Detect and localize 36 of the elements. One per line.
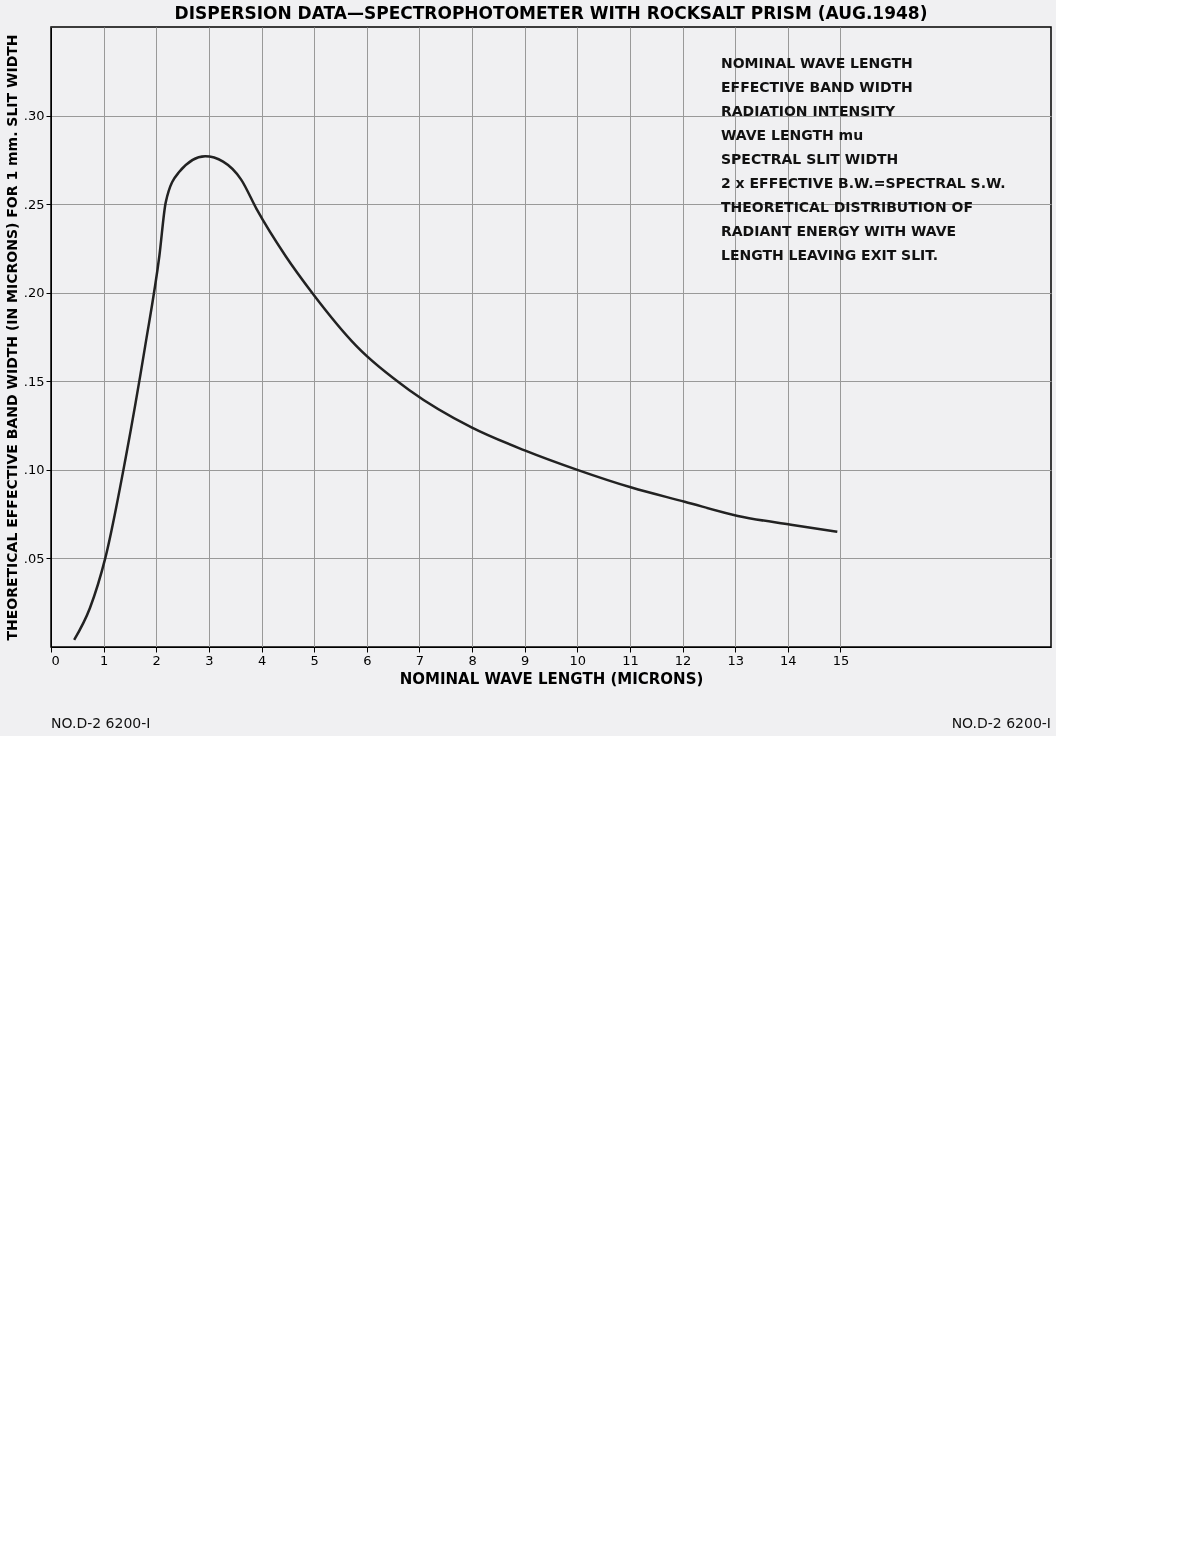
x-tick-label: 15	[832, 652, 850, 668]
x-tick-label: 12	[674, 652, 692, 668]
text: NO.D-2 6200-I	[51, 715, 151, 731]
x-axis-title: NOMINAL WAVE LENGTH (MICRONS)	[399, 669, 704, 688]
x-tick-label: 10	[569, 652, 587, 668]
x-tick-label: 13	[727, 652, 744, 668]
x-tick-label: 2	[152, 652, 161, 668]
y-tick-label: .30	[23, 108, 45, 124]
annotation: WAVE LENGTH mu	[721, 127, 864, 143]
chart-title: DISPERSION DATA—SPECTROPHOTOMETER WITH ROCKSALT PRISM (AUG.1948)	[174, 3, 928, 23]
text: NO.D-2 6200-I	[951, 715, 1051, 731]
annotation: RADIATION INTENSITY	[721, 103, 897, 119]
annotation: LENGTH LEAVING EXIT SLIT.	[721, 247, 939, 263]
y-tick-label: .25	[23, 196, 45, 212]
y-axis-title: THEORETICAL EFFECTIVE BAND WIDTH (IN MICRONS) FOR 1 mm. SLIT WIDTH	[3, 34, 20, 641]
x-tick-label: 14	[780, 652, 797, 668]
annotation: EFFECTIVE BAND WIDTH	[721, 79, 913, 95]
y-tick-label: .15	[23, 373, 45, 389]
x-tick-label: 4	[257, 652, 267, 668]
annotation: RADIANT ENERGY WITH WAVE	[721, 223, 957, 239]
x-tick-label: 11	[622, 652, 639, 668]
x-tick-label: 6	[363, 652, 372, 668]
annotation: SPECTRAL SLIT WIDTH	[721, 151, 899, 167]
y-tick-label: .20	[23, 285, 45, 301]
x-tick-label: 7	[415, 652, 425, 668]
x-tick-label: 0	[51, 652, 60, 668]
y-tick-label: .05	[23, 550, 45, 566]
x-tick-label: 8	[468, 652, 477, 668]
x-tick-label: 5	[310, 652, 319, 668]
y-tick-label: .10	[23, 462, 45, 478]
x-tick-label: 1	[99, 652, 109, 668]
annotation: 2 x EFFECTIVE B.W.=SPECTRAL S.W.	[721, 175, 1006, 191]
annotation: NOMINAL WAVE LENGTH	[721, 55, 913, 71]
annotation: THEORETICAL DISTRIBUTION OF	[721, 199, 973, 215]
x-tick-label: 3	[205, 652, 214, 668]
x-tick-label: 9	[521, 652, 530, 668]
